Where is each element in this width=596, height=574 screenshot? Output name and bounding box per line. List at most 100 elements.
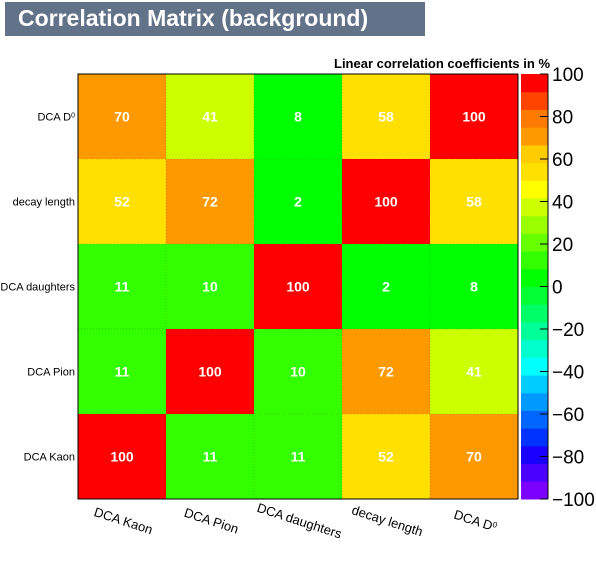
colorbar-segment	[521, 197, 548, 217]
y-tick-label: DCA Pion	[27, 367, 75, 379]
cell-value-label: 11	[115, 279, 130, 295]
colorbar-segment	[521, 286, 548, 305]
cell-value-label: 41	[202, 109, 218, 125]
cell-value-label: 52	[378, 449, 394, 465]
heatmap-cell	[430, 244, 518, 329]
colorbar-tick-label: −40	[552, 363, 584, 384]
cell-value-label: 2	[294, 194, 302, 210]
cell-value-label: 11	[291, 449, 306, 465]
colorbar-segment	[521, 339, 548, 358]
y-tick-label: DCA D0	[37, 112, 75, 124]
colorbar-segment	[521, 162, 548, 181]
cell-value-label: 100	[198, 364, 222, 380]
cell-value-label: 41	[466, 364, 482, 380]
heatmap-cell	[166, 159, 254, 244]
x-tick-label: DCA D0	[452, 507, 499, 535]
cell-value-label: 8	[294, 109, 302, 125]
heatmap-cell	[254, 74, 342, 159]
colorbar-segment	[521, 215, 548, 234]
colorbar-tick-label: −20	[552, 320, 584, 341]
colorbar-segment	[521, 321, 548, 341]
heatmap-cell	[430, 329, 518, 414]
heatmap-cell	[254, 244, 342, 329]
heatmap-cell	[166, 74, 254, 159]
colorbar-segment	[521, 91, 548, 110]
plot-frame	[77, 73, 519, 500]
x-tick-label: decay length	[350, 502, 425, 539]
colorbar-segment	[521, 375, 548, 394]
heatmap-cell	[430, 414, 518, 499]
heatmap-cell	[78, 159, 166, 244]
heatmap-cell	[166, 329, 254, 414]
cell-value-label: 70	[466, 449, 482, 465]
colorbar-tick-label: 20	[552, 235, 573, 256]
cell-value-label: 10	[290, 364, 306, 380]
colorbar-segment	[521, 357, 548, 376]
chart-subtitle: Linear correlation coefficients in %	[334, 56, 550, 71]
cell-value-label: 2	[382, 279, 390, 295]
cell-value-label: 10	[202, 279, 218, 295]
heatmap-cell-labels: 100 11 11 52 70 11 100 10 72 41 11 10 100 2 8 52 72 2 100 5…	[110, 109, 486, 465]
cell-value-label: 100	[110, 449, 134, 465]
cell-value-label: 8	[470, 279, 478, 295]
colorbar-tick-label: −60	[552, 405, 584, 426]
heatmap-cell	[78, 244, 166, 329]
heatmap-cell	[166, 244, 254, 329]
colorbar-tick-label: −100	[552, 490, 595, 511]
cell-value-label: 100	[286, 279, 310, 295]
heatmap-cell	[342, 414, 430, 499]
heatmap-cell	[342, 159, 430, 244]
colorbar-segment	[521, 180, 548, 199]
colorbar-tick-labels: 100 80 60 40 20 0 −20 −40 −60 −80 −100	[552, 65, 595, 511]
heatmap-cell	[78, 74, 166, 159]
colorbar-segment	[521, 304, 548, 323]
heatmap-cell	[254, 159, 342, 244]
colorbar-tick-label: 80	[552, 108, 573, 129]
colorbar-segment	[521, 127, 548, 146]
colorbar-segment	[521, 445, 548, 465]
cell-value-label: 70	[114, 109, 130, 125]
heatmap-cell	[342, 244, 430, 329]
colorbar-segment	[521, 74, 548, 93]
colorbar-tick-label: 60	[552, 150, 573, 171]
x-tick-label: DCA daughters	[255, 500, 344, 542]
cell-value-label: 11	[203, 449, 218, 465]
title-box: Correlation Matrix (background)	[5, 2, 425, 36]
title-background	[5, 2, 425, 36]
colorbar-tick-label: −80	[552, 448, 584, 469]
colorbar-segment	[521, 109, 548, 128]
cell-value-label: 100	[462, 109, 486, 125]
colorbar-tick-label: 100	[552, 65, 584, 86]
colorbar-segment	[521, 481, 548, 500]
colorbar-segment	[521, 233, 548, 252]
heatmap-cell	[254, 329, 342, 414]
heatmap-cell	[342, 74, 430, 159]
colorbar	[521, 73, 549, 500]
chart-title: Correlation Matrix (background)	[18, 5, 368, 31]
colorbar-segment	[521, 268, 548, 287]
colorbar-segment	[521, 410, 548, 429]
cell-value-label: 100	[374, 194, 398, 210]
colorbar-segment	[521, 463, 548, 482]
heatmap-cell	[78, 414, 166, 499]
heatmap-cell	[166, 414, 254, 499]
cell-value-label: 72	[378, 364, 394, 380]
x-tick-label: DCA Pion	[182, 505, 240, 537]
colorbar-tick-label: 40	[552, 193, 573, 214]
x-axis-labels: DCA Kaon DCA Pion DCA daughters decay lengt…	[92, 500, 499, 542]
y-axis-labels: DCA Kaon DCA Pion DCA daughters decay lengt…	[0, 112, 75, 464]
heatmap-cell	[254, 414, 342, 499]
colorbar-segment	[521, 428, 548, 447]
cell-value-label: 72	[202, 194, 218, 210]
x-tick-label: DCA Kaon	[92, 504, 154, 537]
y-tick-label: DCA daughters	[0, 282, 75, 294]
cell-value-label: 52	[114, 194, 130, 210]
heatmap-cells	[78, 74, 518, 499]
heatmap-cell	[78, 329, 166, 414]
y-tick-label: decay length	[13, 197, 75, 209]
colorbar-segment	[521, 392, 548, 411]
colorbar-segment	[521, 144, 548, 164]
heatmap-cell	[342, 329, 430, 414]
heatmap-cell	[430, 74, 518, 159]
